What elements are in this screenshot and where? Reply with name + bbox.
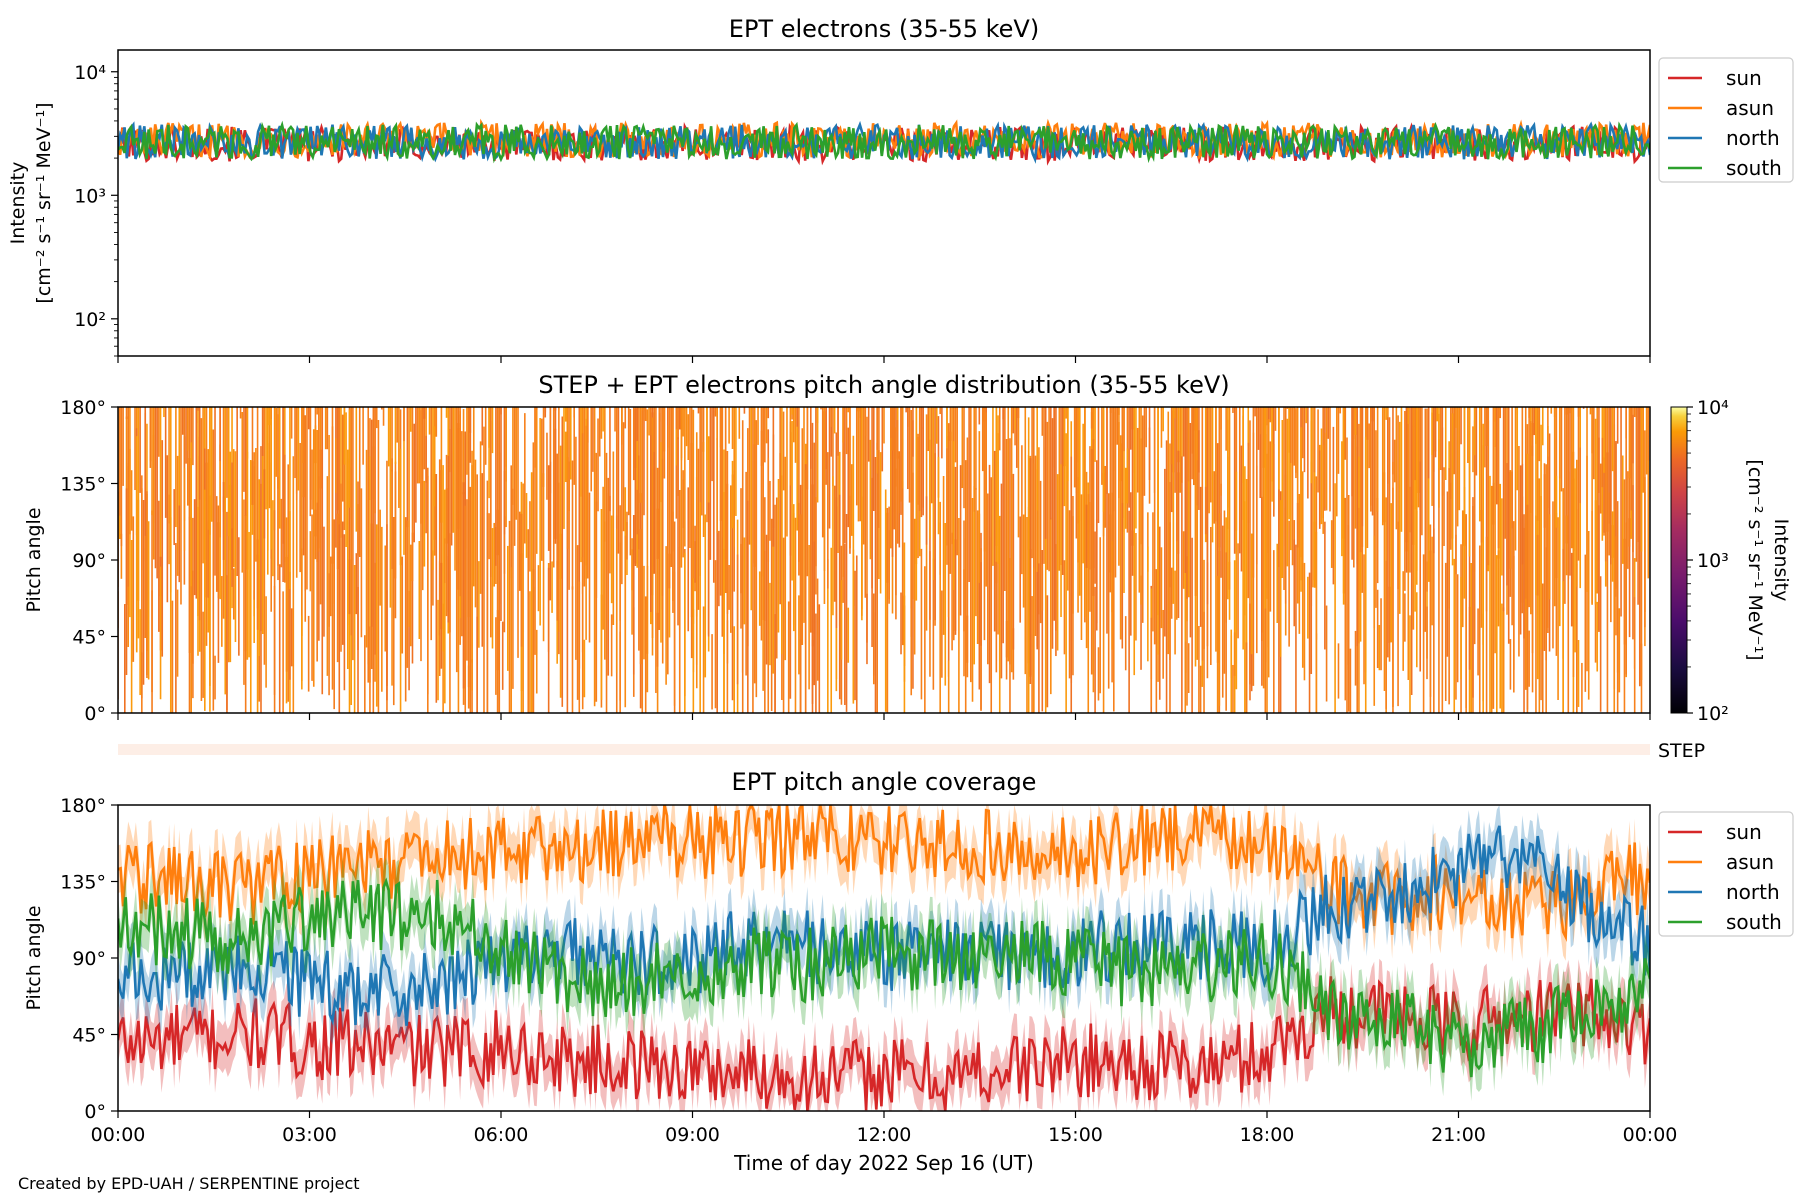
panel3-y-ticks: 0° 45° 90° 135° 180° [60,795,118,1123]
y-tick-label: 90° [72,550,106,572]
y-tick-label: 135° [60,872,106,894]
y-tick-label: 10³ [74,185,106,207]
y-tick-label: 0° [84,703,106,725]
y-tick-label: 180° [60,795,106,817]
legend-label-asun: asun [1726,96,1774,120]
panel3-series-lines [118,805,1650,1111]
y-tick-label: 45° [72,1025,106,1047]
legend-frame [1658,811,1794,937]
x-tick-label: 09:00 [665,1124,720,1146]
x-tick-label: 15:00 [1048,1124,1103,1146]
colorbar-tick-label: 10⁴ [1697,397,1729,419]
series-band-north [118,805,1650,1050]
panel-pitch-coverage: EPT pitch angle coverage 0° 45° 90° 135° 180… [23,768,1794,1175]
legend-label-north: north [1726,126,1780,150]
colorbar-units: [cm⁻² s⁻¹ sr⁻¹ MeV⁻¹] [1744,459,1766,660]
step-label: STEP [1658,740,1705,762]
legend-label-south: south [1726,156,1782,180]
colorbar-ticks: 10² 10³ 10⁴ [1687,397,1729,725]
colorbar-tick-label: 10² [1697,703,1729,725]
panel3-xlabel: Time of day 2022 Sep 16 (UT) [733,1151,1034,1175]
y-tick-label: 180° [60,397,106,419]
y-tick-label: 10² [74,309,106,331]
panel1-legend: sun asun north south [1658,57,1794,183]
colorbar: 10² 10³ 10⁴ Intensity [cm⁻² s⁻¹ sr⁻¹ MeV⁻¹… [1670,397,1792,725]
panel2-heatmap [118,407,1650,713]
series-band-south [118,856,1650,1101]
legend-label-south: south [1726,910,1782,934]
panel1-axes-frame [117,49,1651,357]
colorbar-gradient [1670,406,1688,714]
panel2-title: STEP + EPT electrons pitch angle distrib… [538,371,1229,399]
legend-frame [1658,57,1794,183]
y-tick-label: 90° [72,948,106,970]
panel-intensity: EPT electrons (35-55 keV) 10² 10³ 10⁴ Inte… [7,15,1794,363]
step-strip-bar [118,744,1650,755]
series-line-north [118,825,1650,1026]
panel1-yunits: [cm⁻² s⁻¹ sr⁻¹ MeV⁻¹] [33,102,55,303]
legend-label-asun: asun [1726,850,1774,874]
step-strip: STEP [118,740,1705,762]
panel1-series-lines [118,118,1650,166]
colorbar-label: Intensity [1770,519,1792,602]
series-line-south [118,120,1650,164]
legend-label-sun: sun [1726,820,1762,844]
y-tick-label: 135° [60,474,106,496]
colorbar-tick-label: 10³ [1697,550,1729,572]
panel3-title: EPT pitch angle coverage [732,768,1037,796]
panel1-x-ticks [117,356,1651,363]
panel3-x-ticks: 00:00 03:00 06:00 09:00 12:00 15:00 18:00 21:00… [91,1111,1678,1146]
y-tick-label: 45° [72,627,106,649]
y-tick-label: 10⁴ [74,62,106,84]
panel1-ylabel: Intensity [7,162,29,245]
panel2-ylabel: Pitch angle [23,507,45,612]
legend-label-sun: sun [1726,66,1762,90]
series-line-south [118,877,1650,1078]
panel3-legend: sun asun north south [1658,811,1794,937]
x-tick-label: 00:00 [1623,1124,1678,1146]
x-tick-label: 00:00 [91,1124,146,1146]
panel2-y-ticks: 0° 45° 90° 135° 180° [60,397,118,725]
x-tick-label: 21:00 [1431,1124,1486,1146]
panel2-x-ticks [117,713,1651,720]
y-tick-label: 0° [84,1101,106,1123]
series-band-sun [118,952,1650,1111]
x-tick-label: 03:00 [282,1124,337,1146]
panel3-ylabel: Pitch angle [23,905,45,1010]
panel1-y-ticks: 10² 10³ 10⁴ [74,62,118,357]
x-tick-label: 18:00 [1240,1124,1295,1146]
credit-text: Created by EPD-UAH / SERPENTINE project [18,1174,360,1193]
panel-pitch-distribution: STEP + EPT electrons pitch angle distrib… [23,371,1792,725]
legend-label-north: north [1726,880,1780,904]
panel1-title: EPT electrons (35-55 keV) [729,15,1039,43]
series-line-asun [118,805,1650,942]
x-tick-label: 06:00 [474,1124,529,1146]
x-tick-label: 12:00 [857,1124,912,1146]
